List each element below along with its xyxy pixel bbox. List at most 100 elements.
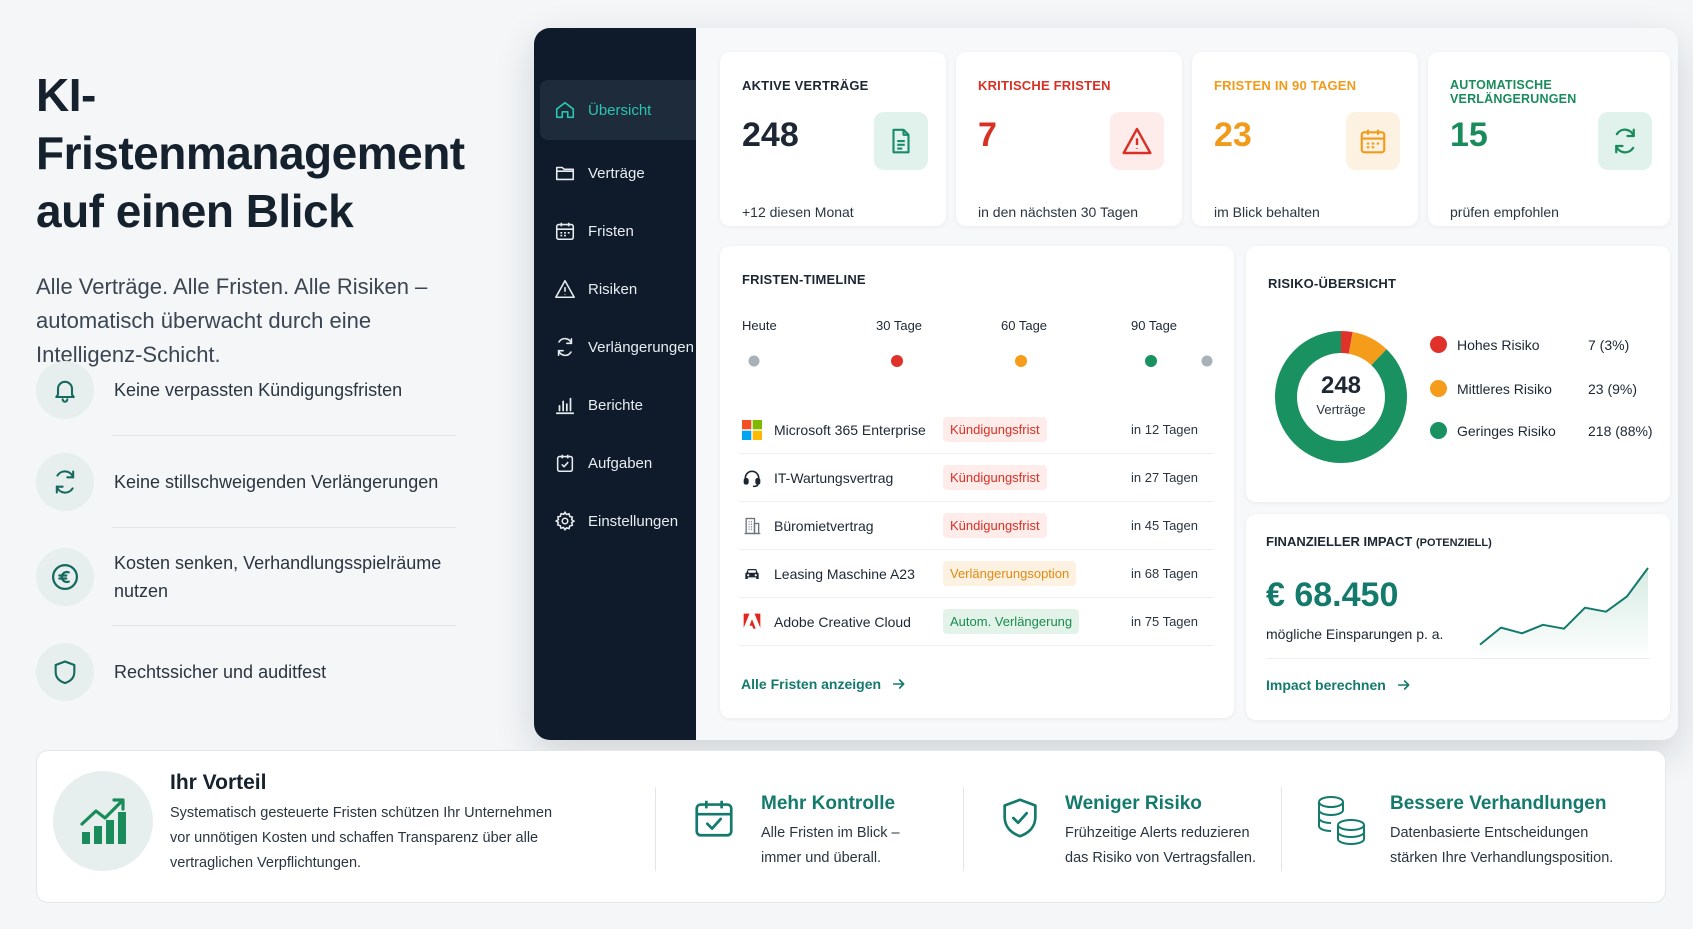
table-row[interactable]: Microsoft 365 Enterprise Kündigungsfrist… bbox=[740, 406, 1214, 454]
legend-value: 218 (88%) bbox=[1588, 422, 1653, 439]
risk-title: RISIKO-ÜBERSICHT bbox=[1268, 276, 1397, 291]
timeline-point-90[interactable] bbox=[1145, 355, 1157, 367]
kpi-card-fristen-90-tage[interactable]: FRISTEN IN 90 TAGEN 23 im Blick behalten bbox=[1192, 52, 1418, 226]
kpi-sub: +12 diesen Monat bbox=[742, 204, 854, 220]
benefit-item-line2: stärken Ihre Verhandlungsposition. bbox=[1390, 850, 1614, 866]
bar-chart-icon bbox=[554, 394, 576, 416]
home-icon bbox=[554, 99, 576, 121]
sidebar-item-einstellungen[interactable]: Einstellungen bbox=[540, 491, 696, 551]
sidebar-item-label: Fristen bbox=[588, 222, 634, 240]
row-name: Büromietvertrag bbox=[774, 517, 874, 534]
adobe-icon bbox=[742, 612, 762, 637]
table-row[interactable]: Büromietvertrag Kündigungsfrist in 45 Ta… bbox=[740, 502, 1214, 550]
divider bbox=[1281, 787, 1282, 871]
timeline-point-end[interactable] bbox=[1201, 355, 1213, 367]
timeline-label-heute: Heute bbox=[742, 318, 777, 333]
table-row[interactable]: Leasing Maschine A23 Verlängerungsoption… bbox=[740, 550, 1214, 598]
kpi-icon-box bbox=[1110, 112, 1164, 170]
hero-title: KI-Fristenmanagement auf einen Blick bbox=[36, 66, 506, 240]
feature-text-line2: nutzen bbox=[114, 581, 169, 601]
sidebar-item-label: Berichte bbox=[588, 396, 644, 414]
impact-card: FINANZIELLER IMPACT (POTENZIELL) € 68.45… bbox=[1246, 514, 1670, 720]
sidebar-item-uebersicht[interactable]: Übersicht bbox=[540, 80, 696, 140]
kpi-label: AUTOMATISCHE VERLÄNGERUNGEN bbox=[1450, 78, 1577, 106]
timeline-point-30[interactable] bbox=[891, 355, 903, 367]
kpi-value: 7 bbox=[978, 116, 997, 154]
timeline-title: FRISTEN-TIMELINE bbox=[742, 272, 866, 287]
donut-center-label: Verträge bbox=[1316, 402, 1366, 417]
legend-dot bbox=[1430, 422, 1447, 439]
sidebar-item-berichte[interactable]: Berichte bbox=[540, 375, 696, 435]
donut-center-value: 248 bbox=[1320, 372, 1362, 399]
benefit-title: Ihr Vorteil bbox=[170, 771, 267, 794]
donut-segment-low[interactable] bbox=[1275, 331, 1407, 463]
show-all-deadlines-link[interactable]: Alle Fristen anzeigen bbox=[741, 676, 907, 692]
kpi-icon-box bbox=[1346, 112, 1400, 170]
row-due: in 68 Tagen bbox=[1131, 566, 1198, 581]
building-icon bbox=[742, 516, 762, 541]
row-due: in 12 Tagen bbox=[1131, 422, 1198, 437]
impact-sub: mögliche Einsparungen p. a. bbox=[1266, 626, 1444, 642]
headset-icon bbox=[742, 468, 762, 493]
folder-icon bbox=[554, 162, 576, 184]
benefit-item-title: Bessere Verhandlungen bbox=[1390, 793, 1607, 814]
feature-item: Keine stillschweigenden Verlängerungen bbox=[36, 436, 456, 528]
sidebar-item-aufgaben[interactable]: Aufgaben bbox=[540, 433, 696, 493]
divider bbox=[655, 787, 656, 871]
sidebar-item-label: Aufgaben bbox=[588, 454, 653, 472]
row-name: Microsoft 365 Enterprise bbox=[774, 421, 926, 438]
kpi-label: FRISTEN IN 90 TAGEN bbox=[1214, 78, 1357, 93]
refresh-icon bbox=[554, 336, 576, 358]
arrow-right-icon bbox=[1396, 677, 1412, 693]
kpi-card-kritische-fristen[interactable]: KRITISCHE FRISTEN 7 in den nächsten 30 T… bbox=[956, 52, 1182, 226]
row-name: IT-Wartungsvertrag bbox=[774, 469, 894, 486]
feature-icon-circle bbox=[36, 453, 94, 511]
shield-check-icon bbox=[997, 795, 1043, 841]
task-icon bbox=[554, 452, 576, 474]
sidebar-item-verlaengerungen[interactable]: Verlängerungen bbox=[540, 317, 696, 377]
divider bbox=[963, 787, 964, 871]
gear-icon bbox=[554, 510, 576, 532]
feature-text: Rechtssicher und auditfest bbox=[114, 662, 327, 682]
kpi-card-aktive-vertraege[interactable]: AKTIVE VERTRÄGE 248 +12 diesen Monat bbox=[720, 52, 946, 226]
growth-icon-circle bbox=[53, 771, 153, 871]
row-tag: Kündigungsfrist bbox=[943, 417, 1047, 442]
legend-medium: Mittleres Risiko 23 (9%) bbox=[1430, 380, 1637, 397]
timeline-point-heute[interactable] bbox=[748, 355, 760, 367]
feature-text-line1: Kosten senken, Verhandlungsspielräume bbox=[114, 553, 442, 573]
legend-high: Hohes Risiko 7 (3%) bbox=[1430, 336, 1629, 353]
row-name: Adobe Creative Cloud bbox=[774, 613, 911, 630]
sidebar-item-fristen[interactable]: Fristen bbox=[540, 201, 696, 261]
kpi-card-automatische-verlaengerungen[interactable]: AUTOMATISCHE VERLÄNGERUNGEN 15 prüfen em… bbox=[1428, 52, 1670, 226]
kpi-label: KRITISCHE FRISTEN bbox=[978, 78, 1111, 93]
benefit-item-desc: Alle Fristen im Blick – immer und überal… bbox=[761, 821, 931, 871]
car-icon bbox=[742, 564, 762, 589]
trend-line bbox=[1479, 567, 1649, 646]
timeline-point-60[interactable] bbox=[1015, 355, 1027, 367]
timeline-label-30: 30 Tage bbox=[876, 318, 923, 333]
row-due: in 75 Tagen bbox=[1131, 614, 1198, 629]
legend-label: Mittleres Risiko bbox=[1457, 380, 1552, 397]
benefit-item-title: Weniger Risiko bbox=[1065, 793, 1202, 814]
risk-card: RISIKO-ÜBERSICHT bbox=[1246, 246, 1670, 502]
table-row[interactable]: Adobe Creative Cloud Autom. Verlängerung… bbox=[740, 598, 1214, 646]
hero-lead-line1: Alle Verträge. Alle Fristen. Alle Risike… bbox=[36, 274, 428, 299]
sidebar-item-risiken[interactable]: Risiken bbox=[540, 259, 696, 319]
table-row[interactable]: IT-Wartungsvertrag Kündigungsfrist in 27… bbox=[740, 454, 1214, 502]
row-due: in 45 Tagen bbox=[1131, 518, 1198, 533]
kpi-value: 248 bbox=[742, 116, 799, 154]
growth-chart-icon bbox=[76, 794, 130, 848]
feature-icon-circle bbox=[36, 361, 94, 419]
benefit-item-desc: Frühzeitige Alerts reduzieren das Risiko… bbox=[1065, 821, 1275, 871]
impact-calc-link[interactable]: Impact berechnen bbox=[1266, 677, 1412, 693]
refresh-icon bbox=[1610, 126, 1640, 156]
benefit-text: Mehr Kontrolle Alle Fristen im Blick – i… bbox=[761, 793, 931, 871]
sidebar-item-vertraege[interactable]: Verträge bbox=[540, 143, 696, 203]
feature-icon-circle bbox=[36, 643, 94, 701]
row-tag: Kündigungsfrist bbox=[943, 465, 1047, 490]
kpi-icon-box bbox=[874, 112, 928, 170]
benefit-item-desc: Datenbasierte Entscheidungen stärken Ihr… bbox=[1390, 821, 1660, 871]
feature-item: Rechtssicher und auditfest bbox=[36, 626, 456, 718]
impact-divider bbox=[1266, 658, 1650, 659]
benefit-desc: Systematisch gesteuerte Fristen schützen… bbox=[170, 801, 552, 876]
